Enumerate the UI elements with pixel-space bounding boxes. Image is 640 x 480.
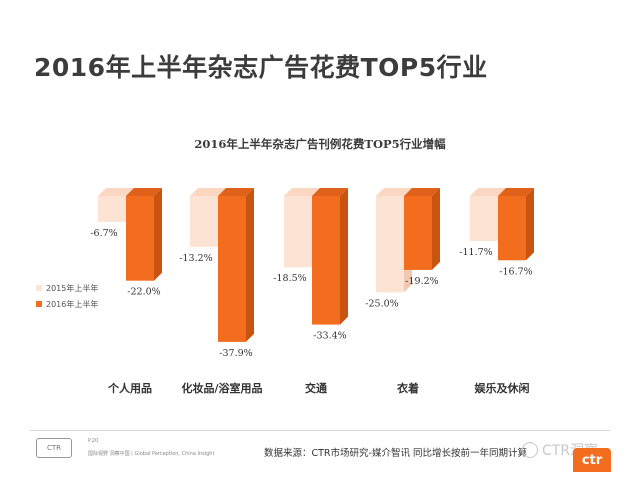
bar-side-2016-2: [340, 188, 348, 325]
bar-side-2016-0: [154, 188, 162, 281]
bar-top-2016-3: [404, 188, 440, 196]
value-label-2015-2: -18.5%: [273, 273, 306, 284]
bar-top-2016-1: [218, 188, 254, 196]
category-label-2: 交通: [305, 381, 327, 395]
page-title: 2016年上半年杂志广告花费TOP5行业: [34, 53, 488, 82]
footer: CTR P.20 国际视野 洞察中国 | Global Perception, …: [30, 430, 611, 472]
bar-top-2015-0: [98, 188, 134, 196]
value-label-2016-4: -16.7%: [499, 266, 532, 277]
chart-legend: 2015年上半年 2016年上半年: [36, 280, 98, 312]
value-label-2015-0: -6.7%: [90, 228, 117, 239]
legend-swatch-2016: [36, 301, 42, 307]
value-label-2015-4: -11.7%: [459, 247, 492, 258]
bar-2016-0: [126, 196, 154, 281]
bar-top-2016-2: [312, 188, 348, 196]
data-source-note: 数据来源：CTR市场研究-媒介智讯 同比增长按前一年同期计算: [264, 448, 527, 459]
value-label-2016-2: -33.4%: [313, 331, 346, 342]
bar-side-2016-1: [246, 188, 254, 342]
category-label-1: 化妆品/浴室用品: [181, 381, 262, 395]
bar-top-2016-4: [498, 188, 534, 196]
bar-side-2016-4: [526, 188, 534, 261]
category-label-4: 娱乐及休闲: [475, 381, 530, 395]
legend-label-2015: 2015年上半年: [46, 283, 99, 293]
bar-2016-3: [404, 196, 432, 270]
bar-top-2015-3: [376, 188, 412, 196]
chart-title: 2016年上半年杂志广告刊例花费TOP5行业增幅: [194, 137, 446, 151]
footer-logo: CTR: [36, 438, 72, 458]
bar-2015-3: [376, 196, 404, 293]
bar-2016-1: [218, 196, 246, 342]
footer-logo-text: CTR: [46, 444, 62, 452]
ctr-brand-logo: ctr: [573, 448, 611, 472]
bar-2015-0: [98, 196, 126, 222]
value-label-2016-1: -37.9%: [219, 348, 252, 359]
value-label-2015-3: -25.0%: [365, 298, 398, 309]
value-label-2016-3: -19.2%: [405, 276, 438, 287]
category-label-0: 个人用品: [107, 381, 152, 395]
footer-divider: [30, 430, 610, 431]
legend-swatch-2015: [36, 285, 42, 291]
bar-side-2016-3: [432, 188, 440, 270]
bar-2016-2: [312, 196, 340, 325]
category-label-3: 衣着: [397, 381, 419, 395]
bar-2015-4: [470, 196, 498, 242]
bar-top-2015-1: [190, 188, 226, 196]
wechat-icon: [522, 442, 538, 458]
legend-label-2016: 2016年上半年: [46, 299, 99, 309]
bar-2015-2: [284, 196, 312, 268]
footer-slogan: 国际视野 洞察中国 | Global Perception, China Ins…: [88, 451, 215, 457]
bar-2016-4: [498, 196, 526, 261]
legend-item-2016: 2016年上半年: [36, 296, 98, 312]
value-label-2015-1: -13.2%: [179, 253, 212, 264]
bar-top-2016-0: [126, 188, 162, 196]
bar-2015-1: [190, 196, 218, 247]
footer-page-number: P.20: [88, 438, 99, 444]
value-label-2016-0: -22.0%: [127, 287, 160, 298]
bar-top-2015-4: [470, 188, 506, 196]
legend-item-2015: 2015年上半年: [36, 280, 98, 296]
bar-top-2015-2: [284, 188, 320, 196]
